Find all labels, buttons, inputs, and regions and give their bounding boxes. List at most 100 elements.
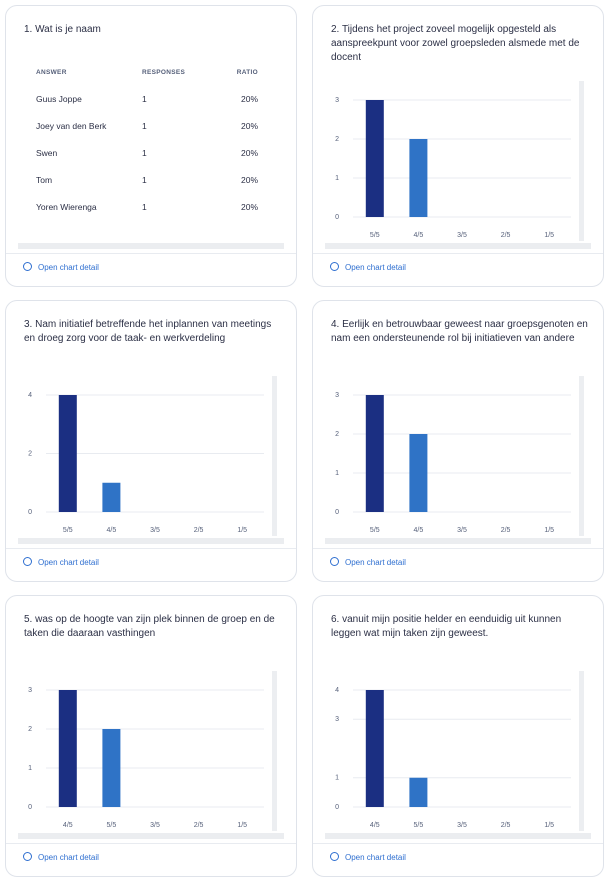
scrollbar-vertical xyxy=(579,81,584,241)
table-header: ANSWER xyxy=(36,69,67,76)
x-tick-label: 1/5 xyxy=(237,822,247,829)
card-footer: Open chart detail xyxy=(6,548,296,581)
card-footer: Open chart detail xyxy=(313,548,603,581)
y-tick-label: 1 xyxy=(335,775,339,782)
y-tick-label: 0 xyxy=(28,509,32,516)
scrollbar-horizontal xyxy=(18,538,284,544)
scrollbar-horizontal xyxy=(325,243,591,249)
open-chart-detail-link[interactable]: Open chart detail xyxy=(345,853,406,862)
scrollbar-horizontal xyxy=(325,538,591,544)
scrollbar-horizontal xyxy=(18,833,284,839)
table-cell: 20% xyxy=(240,175,258,185)
question-card: 2. Tijdens het project zoveel mogelijk o… xyxy=(312,5,604,287)
question-title: 4. Eerlijk en betrouwbaar geweest naar g… xyxy=(331,319,588,344)
y-tick-label: 0 xyxy=(28,804,32,811)
table-cell: 1 xyxy=(142,148,147,158)
settings-icon xyxy=(23,557,32,566)
settings-icon xyxy=(330,262,339,271)
table-cell: Joey van den Berk xyxy=(36,121,107,131)
question-card: 3. Nam initiatief betreffende het inplan… xyxy=(5,300,297,582)
y-tick-label: 3 xyxy=(28,687,32,694)
bar xyxy=(58,690,77,807)
x-tick-label: 3/5 xyxy=(457,822,467,829)
card-graphics: 0 1 3 4 4/5 5/5 3/5 2/5 1/5 xyxy=(325,671,591,839)
x-tick-label: 1/5 xyxy=(237,527,247,534)
y-tick-label: 3 xyxy=(335,716,339,723)
x-tick-label: 5/5 xyxy=(107,822,117,829)
bar xyxy=(409,434,428,512)
table-cell: 20% xyxy=(240,121,258,131)
x-tick-label: 2/5 xyxy=(501,232,511,239)
x-tick-label: 5/5 xyxy=(370,527,380,534)
y-tick-label: 2 xyxy=(28,726,32,733)
question-card: 6. vanuit mijn positie helder en eenduid… xyxy=(312,595,604,877)
table-cell: 20% xyxy=(240,202,258,212)
table-header: RATIO xyxy=(236,69,258,76)
scrollbar-horizontal xyxy=(18,243,284,249)
y-tick-label: 3 xyxy=(335,97,339,104)
scrollbar-horizontal xyxy=(325,833,591,839)
x-tick-label: 1/5 xyxy=(544,822,554,829)
x-tick-label: 3/5 xyxy=(150,822,160,829)
screen: {"cards": [ {"title": "1. Wat is je naam… xyxy=(5,5,604,877)
question-card: 4. Eerlijk en betrouwbaar geweest naar g… xyxy=(312,300,604,582)
x-tick-label: 4/5 xyxy=(414,232,424,239)
bar xyxy=(58,395,77,512)
settings-icon xyxy=(23,262,32,271)
x-tick-label: 3/5 xyxy=(150,527,160,534)
x-tick-label: 3/5 xyxy=(457,527,467,534)
open-chart-detail-link[interactable]: Open chart detail xyxy=(38,558,99,567)
question-title: 3. Nam initiatief betreffende het inplan… xyxy=(24,319,272,344)
open-chart-detail-link[interactable]: Open chart detail xyxy=(345,263,406,272)
x-tick-label: 4/5 xyxy=(107,527,117,534)
y-tick-label: 0 xyxy=(335,509,339,516)
x-tick-label: 3/5 xyxy=(457,232,467,239)
y-tick-label: 3 xyxy=(335,392,339,399)
table-cell: 20% xyxy=(240,148,258,158)
y-tick-label: 4 xyxy=(28,392,32,399)
y-tick-label: 1 xyxy=(28,765,32,772)
table-cell: 1 xyxy=(142,121,147,131)
bar xyxy=(365,690,384,807)
answer-table: ANSWER RESPONSES RATIO Guus Joppe 1 20% Joey v… xyxy=(24,56,276,228)
question-title: 5. was op de hoogte van zijn plek binnen… xyxy=(24,614,275,639)
y-tick-label: 0 xyxy=(335,214,339,221)
x-tick-label: 4/5 xyxy=(370,822,380,829)
x-tick-label: 4/5 xyxy=(63,822,73,829)
y-tick-label: 1 xyxy=(335,175,339,182)
scrollbar-vertical xyxy=(272,376,277,536)
open-chart-detail-link[interactable]: Open chart detail xyxy=(38,853,99,862)
card-graphics: 0 1 2 3 4/5 5/5 3/5 2/5 1/5 xyxy=(18,671,284,839)
y-tick-label: 0 xyxy=(335,804,339,811)
card-footer: Open chart detail xyxy=(313,253,603,286)
x-tick-label: 5/5 xyxy=(370,232,380,239)
page: html, body { margin: 0; padding: 0; } bo… xyxy=(5,5,604,877)
x-tick-label: 2/5 xyxy=(194,527,204,534)
open-chart-detail-link[interactable]: Open chart detail xyxy=(38,263,99,272)
card-footer: Open chart detail xyxy=(6,253,296,286)
scrollbar-vertical xyxy=(579,376,584,536)
table-header: RESPONSES xyxy=(142,69,186,76)
y-tick-label: 2 xyxy=(335,431,339,438)
card-graphics: 0 1 2 3 5/5 4/5 3/5 2/5 1/5 xyxy=(325,376,591,544)
x-tick-label: 1/5 xyxy=(544,527,554,534)
scrollbar-vertical xyxy=(272,671,277,831)
bar xyxy=(409,139,428,217)
x-tick-label: 2/5 xyxy=(501,527,511,534)
table-cell: 20% xyxy=(240,94,258,104)
x-tick-label: 1/5 xyxy=(544,232,554,239)
card-footer: Open chart detail xyxy=(6,843,296,876)
x-tick-label: 2/5 xyxy=(501,822,511,829)
table-cell: Swen xyxy=(36,148,58,158)
table-cell: Tom xyxy=(36,175,53,185)
open-chart-detail-link[interactable]: Open chart detail xyxy=(345,558,406,567)
bar xyxy=(102,729,121,807)
bar xyxy=(365,395,384,512)
question-title: 1. Wat is je naam xyxy=(24,24,101,35)
table-cell: 1 xyxy=(142,202,147,212)
y-tick-label: 2 xyxy=(335,136,339,143)
card-footer: Open chart detail xyxy=(313,843,603,876)
y-tick-label: 4 xyxy=(335,687,339,694)
y-tick-label: 1 xyxy=(335,470,339,477)
x-tick-label: 5/5 xyxy=(63,527,73,534)
